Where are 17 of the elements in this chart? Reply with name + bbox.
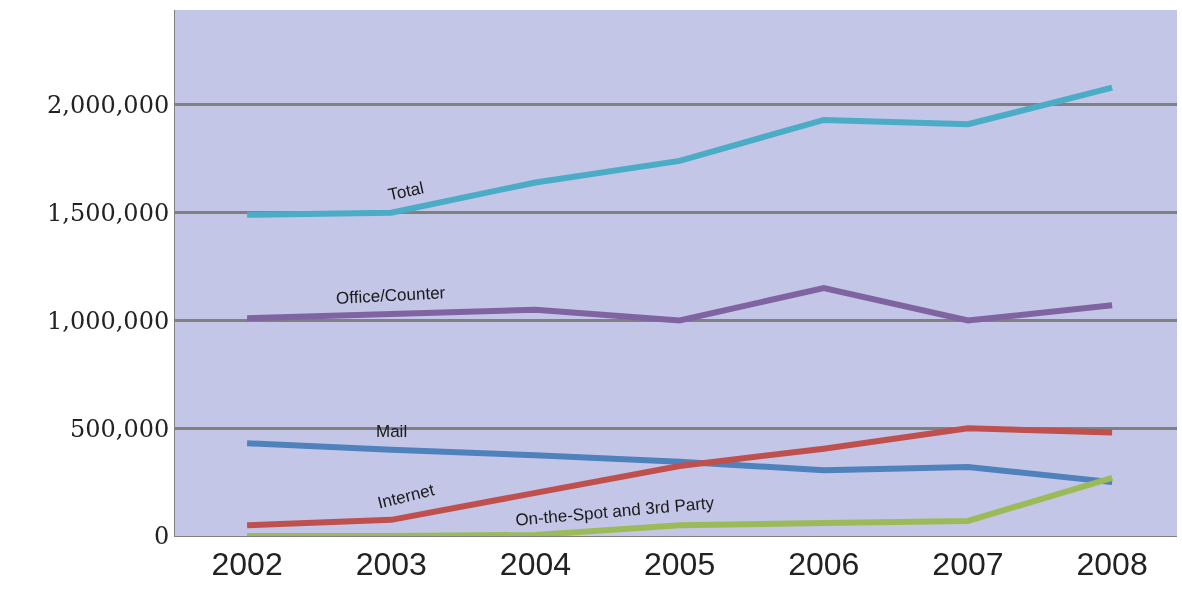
text: Internet bbox=[375, 480, 437, 513]
series-label: On-the-Spot and 3rd Party bbox=[514, 493, 716, 530]
y-tick-label: 1,000,000 bbox=[47, 306, 170, 335]
series-label: Mail bbox=[376, 422, 408, 441]
x-tick-label: 2007 bbox=[932, 546, 1004, 583]
y-tick-label: 2,000,000 bbox=[47, 91, 170, 120]
series-label: Office/Counter bbox=[335, 283, 447, 308]
y-tick-label: 0 bbox=[153, 522, 170, 551]
x-tick-label: 2002 bbox=[211, 546, 283, 583]
x-tick-label: 2004 bbox=[499, 546, 572, 583]
y-tick-label: 1,500,000 bbox=[47, 199, 170, 228]
y-tick-label: 500,000 bbox=[69, 414, 170, 443]
x-tick-label: 2005 bbox=[644, 546, 716, 583]
x-tick-label: 2006 bbox=[788, 546, 860, 583]
text: Total bbox=[386, 178, 426, 205]
x-tick-label: 2008 bbox=[1076, 546, 1148, 583]
x-tick-label: 2003 bbox=[355, 546, 427, 583]
